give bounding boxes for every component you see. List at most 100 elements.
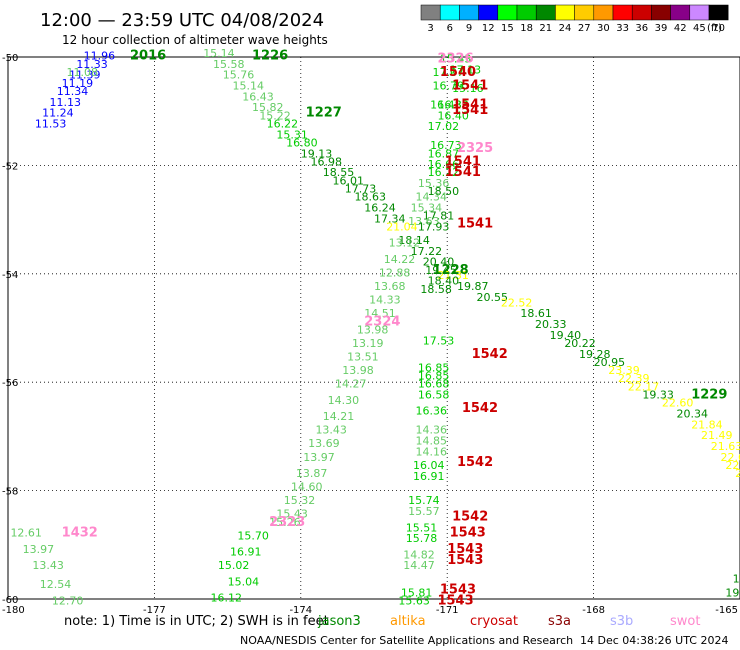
- wave-height-label: 15.34: [411, 201, 443, 214]
- wave-height-label: 13.19: [352, 337, 384, 350]
- legend-swatch: [593, 4, 614, 21]
- x-tick-label: -174: [289, 605, 312, 616]
- wave-height-label: 16.01: [333, 174, 365, 187]
- y-tick-label: -58: [2, 487, 18, 498]
- wave-height-label: 15.26: [269, 516, 301, 529]
- wave-height-label: 17.02: [428, 120, 460, 133]
- wave-height-label: 11.19: [62, 77, 94, 90]
- pass-time-label: 1228: [433, 263, 469, 278]
- wave-height-label: 11.96: [84, 50, 116, 63]
- wave-height-label: 11.34: [57, 85, 89, 98]
- wave-height-label: 16.66: [428, 158, 460, 171]
- map-area: 11.5311.2411.1311.3411.1911.3911.3311.96…: [7, 47, 740, 608]
- legend-swatch: [478, 4, 499, 21]
- wave-height-label: 16.85: [418, 361, 450, 374]
- pass-time-label: 1541: [445, 165, 481, 180]
- wave-height-label: 21.49: [701, 429, 733, 442]
- x-tick-label: -168: [582, 605, 605, 616]
- pass-time-label: 1227: [306, 106, 342, 121]
- wave-height-label: 16.22: [428, 166, 460, 179]
- wave-height-label: 15.51: [406, 521, 438, 534]
- wave-height-label: 23.39: [608, 364, 640, 377]
- wave-height-label: 16.91: [413, 470, 445, 483]
- wave-height-label: 14.36: [415, 424, 447, 437]
- y-tick-label: -54: [2, 270, 18, 281]
- wave-height-label: 15.02: [218, 559, 250, 572]
- wave-height-label: 16.85: [418, 369, 450, 382]
- pass-time-label: 1543: [440, 583, 476, 598]
- wave-height-label: 19.87: [457, 280, 489, 293]
- wave-height-label: 20.34: [677, 407, 709, 420]
- wave-height-label: 15.43: [276, 508, 308, 521]
- wave-height-label: 11.39: [69, 69, 101, 82]
- wave-height-label: 13.87: [296, 467, 328, 480]
- wave-height-label: 21.04: [386, 220, 418, 233]
- legend-label: 3: [427, 23, 433, 34]
- wave-height-label: 22.28: [725, 459, 740, 472]
- x-axis-ticks: -180 -177 -174 -171 -168 -165: [2, 605, 738, 616]
- legend-label: 24: [559, 23, 572, 34]
- wave-height-label: 14.51: [364, 307, 396, 320]
- pass-time-label: 1542: [462, 401, 498, 416]
- y-axis-ticks: -50 -52 -54 -56 -58 -60: [2, 53, 18, 606]
- wave-height-label: 13.98: [342, 364, 374, 377]
- wave-height-label: 19.28: [579, 348, 611, 361]
- wave-height-label: 13.68: [374, 280, 406, 293]
- legend-unit: (ft): [707, 23, 722, 34]
- wave-height-label: 21.63: [711, 440, 740, 453]
- wave-height-label: 12.70: [52, 594, 84, 607]
- wave-height-label: 17.07: [433, 66, 465, 79]
- pass-time-label: 1543: [447, 553, 483, 568]
- pass-time-label: 1541: [457, 217, 493, 232]
- legend-label: 45: [693, 23, 706, 34]
- wave-height-label: 22.39: [618, 372, 650, 385]
- pass-time-label: 1543: [437, 593, 473, 608]
- wave-height-label: 17.34: [374, 212, 406, 225]
- wave-height-label: 13.97: [303, 451, 335, 464]
- legend-swatch: [574, 4, 595, 21]
- legend-label: 27: [578, 23, 591, 34]
- legend-label: 33: [616, 23, 629, 34]
- legend-label: 12: [482, 23, 495, 34]
- wave-height-label: 15.74: [408, 494, 440, 507]
- wave-height-label: 22.17: [628, 380, 660, 393]
- wave-height-label: 15.81: [401, 586, 433, 599]
- wave-height-label: 15.32: [284, 494, 316, 507]
- wave-height-label: 17.53: [423, 334, 455, 347]
- legend-label: 15: [501, 23, 514, 34]
- x-tick-label: -177: [143, 605, 166, 616]
- wave-height-label: 18.50: [428, 185, 460, 198]
- wave-height-label: 18.40: [428, 275, 460, 288]
- wave-height-label: 16.24: [364, 201, 396, 214]
- y-tick-label: -52: [2, 161, 18, 172]
- wave-height-label: 18.58: [420, 283, 452, 296]
- legend-swatch: [535, 4, 556, 21]
- wave-height-label: 16.87: [428, 147, 460, 160]
- wave-height-label: 12.88: [379, 267, 411, 280]
- wave-height-label: 17.22: [411, 245, 443, 258]
- wave-height-label: 16.80: [286, 136, 318, 149]
- wave-height-label: 17.73: [345, 183, 377, 196]
- wave-height-label: 20.55: [476, 291, 508, 304]
- pass-time-label: 1543: [447, 542, 483, 557]
- legend-swatch: [689, 4, 710, 21]
- pass-time-label: 1226: [252, 49, 288, 64]
- wave-height-label: 21.31: [437, 269, 469, 282]
- wave-height-label: 16.04: [413, 459, 445, 472]
- wave-height-label: 18.55: [323, 166, 355, 179]
- wave-height-label: 14.47: [403, 559, 435, 572]
- legend-swatch: [670, 4, 691, 21]
- wave-height-label: 14.22: [384, 253, 416, 266]
- legend-label: 9: [466, 23, 472, 34]
- wave-height-label: 20.22: [564, 337, 596, 350]
- pass-time-label: 1541: [452, 79, 488, 94]
- page-title: 12:00 — 23:59 UTC 04/08/2024: [40, 10, 324, 31]
- legend-swatch: [459, 4, 479, 21]
- wave-height-label: 13.51: [347, 351, 379, 364]
- pass-time-label: 1541: [445, 154, 481, 169]
- wave-height-label: 14.85: [415, 435, 447, 448]
- pass-time-label: 2016: [130, 49, 166, 64]
- wave-height-label: 16.79: [433, 80, 465, 93]
- x-tick-label: -165: [715, 605, 738, 616]
